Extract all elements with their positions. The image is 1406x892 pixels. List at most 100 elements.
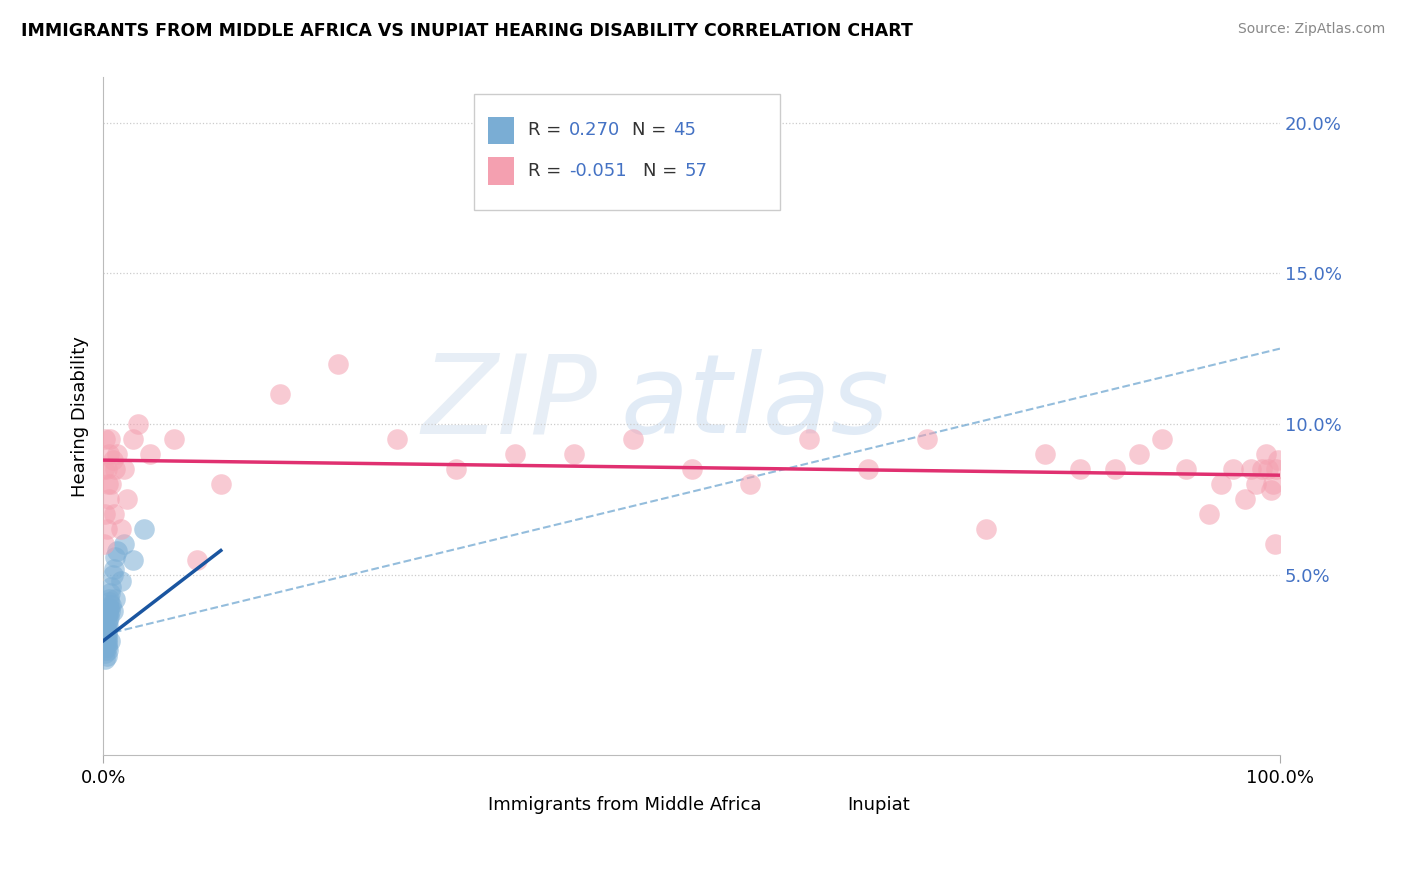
Point — [1033, 447, 1056, 461]
Point — [1174, 462, 1197, 476]
Point — [681, 462, 703, 476]
Point — [1239, 462, 1261, 476]
Point — [96, 637, 118, 651]
Point — [93, 622, 115, 636]
Point — [444, 462, 467, 476]
FancyBboxPatch shape — [450, 791, 477, 819]
Point — [1152, 432, 1174, 446]
Point — [1264, 537, 1286, 551]
Point — [127, 417, 149, 431]
Point — [1246, 477, 1268, 491]
Point — [96, 624, 118, 639]
Point — [1069, 462, 1091, 476]
Point — [98, 595, 121, 609]
Point — [94, 646, 117, 660]
Point — [103, 508, 125, 522]
Point — [1251, 462, 1274, 476]
Point — [104, 591, 127, 606]
Point — [96, 615, 118, 630]
Point — [93, 537, 115, 551]
Point — [101, 604, 124, 618]
Text: -0.051: -0.051 — [569, 162, 627, 180]
Point — [96, 462, 118, 476]
Point — [799, 432, 821, 446]
Point — [96, 640, 118, 654]
Point — [915, 432, 938, 446]
Point — [93, 462, 115, 476]
Point — [94, 619, 117, 633]
Point — [98, 591, 121, 606]
Point — [98, 600, 121, 615]
Point — [209, 477, 232, 491]
Point — [98, 609, 121, 624]
Point — [103, 561, 125, 575]
Text: 57: 57 — [685, 162, 707, 180]
Text: N =: N = — [631, 121, 672, 139]
FancyBboxPatch shape — [488, 158, 513, 185]
Text: R =: R = — [529, 121, 567, 139]
Point — [98, 585, 121, 599]
Point — [94, 652, 117, 666]
Point — [1257, 462, 1279, 476]
Point — [1265, 462, 1288, 476]
Point — [97, 477, 120, 491]
Point — [97, 604, 120, 618]
Point — [621, 432, 644, 446]
Point — [96, 634, 118, 648]
Point — [97, 643, 120, 657]
Point — [121, 432, 143, 446]
Point — [93, 643, 115, 657]
Point — [163, 432, 186, 446]
FancyBboxPatch shape — [488, 117, 513, 144]
Point — [121, 552, 143, 566]
Point — [100, 477, 122, 491]
Point — [974, 523, 997, 537]
Point — [94, 624, 117, 639]
Point — [97, 607, 120, 621]
Point — [100, 580, 122, 594]
Point — [98, 432, 121, 446]
Text: atlas: atlas — [621, 350, 890, 457]
Point — [96, 622, 118, 636]
Point — [740, 477, 762, 491]
Point — [94, 631, 117, 645]
Point — [269, 387, 291, 401]
FancyBboxPatch shape — [474, 95, 780, 210]
Point — [1267, 453, 1289, 467]
Point — [328, 357, 350, 371]
Point — [105, 543, 128, 558]
Text: Inupiat: Inupiat — [846, 796, 910, 814]
Point — [134, 523, 156, 537]
Text: ZIP: ZIP — [422, 350, 598, 457]
Text: Source: ZipAtlas.com: Source: ZipAtlas.com — [1237, 22, 1385, 37]
Point — [186, 552, 208, 566]
Point — [97, 613, 120, 627]
Point — [110, 574, 132, 588]
Point — [94, 637, 117, 651]
Point — [98, 492, 121, 507]
Point — [96, 648, 118, 663]
Point — [104, 549, 127, 564]
Point — [94, 508, 117, 522]
Text: 0.270: 0.270 — [569, 121, 620, 139]
Point — [1104, 462, 1126, 476]
Point — [1198, 508, 1220, 522]
Point — [94, 432, 117, 446]
Point — [96, 523, 118, 537]
Point — [562, 447, 585, 461]
Point — [1209, 477, 1232, 491]
Point — [104, 462, 127, 476]
Point — [97, 619, 120, 633]
Point — [1222, 462, 1244, 476]
Point — [101, 453, 124, 467]
FancyBboxPatch shape — [810, 791, 835, 819]
Point — [503, 447, 526, 461]
Point — [112, 462, 135, 476]
Point — [112, 537, 135, 551]
Point — [98, 634, 121, 648]
Point — [856, 462, 879, 476]
Point — [105, 447, 128, 461]
Point — [98, 447, 121, 461]
Point — [115, 492, 138, 507]
Point — [110, 523, 132, 537]
